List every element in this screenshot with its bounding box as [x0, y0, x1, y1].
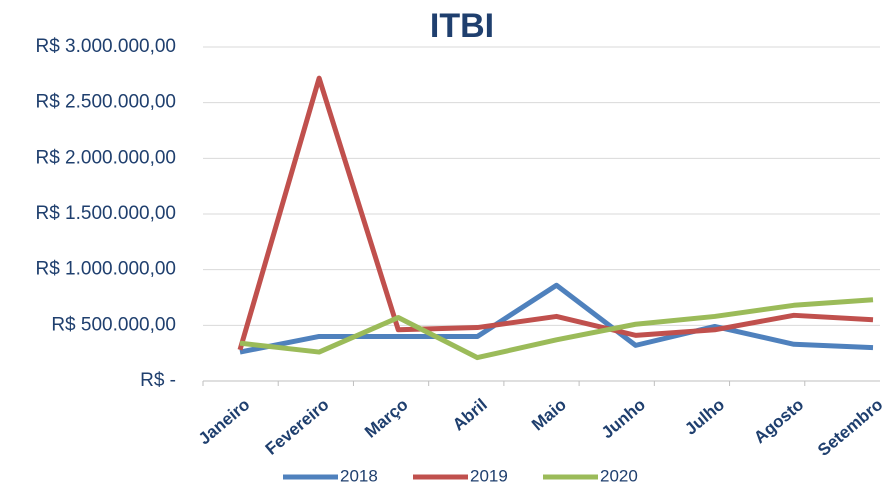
series-line: [239, 297, 874, 361]
legend-label: 2020: [600, 466, 638, 485]
y-tick-label: R$ 500.000,00: [51, 314, 176, 335]
x-tick-label: Março: [361, 395, 412, 442]
legend-label: 2018: [340, 466, 378, 485]
x-tick-label: Maio: [528, 395, 570, 434]
y-tick-label: R$ 1.500.000,00: [35, 203, 176, 224]
series-line: [237, 75, 874, 351]
y-tick-label: R$ 1.000.000,00: [35, 259, 176, 280]
x-tick-label: Fevereiro: [262, 395, 333, 459]
y-tick-label: R$ 2.500.000,00: [35, 92, 176, 113]
y-tick-label: R$ 3.000.000,00: [35, 36, 176, 57]
x-tick-label: Agosto: [750, 395, 807, 447]
x-tick-label: Julho: [681, 395, 728, 439]
series-line: [239, 282, 874, 355]
y-tick-label: R$ 2.000.000,00: [35, 147, 176, 168]
x-tick-label: Junho: [598, 395, 649, 442]
chart-title: ITBI: [430, 7, 494, 45]
x-tick-label: Setembro: [814, 395, 886, 460]
x-tick-label: Janeiro: [195, 395, 254, 448]
legend-label: 2019: [470, 466, 508, 485]
x-tick-label: Abril: [449, 395, 491, 434]
y-tick-label: R$ -: [140, 370, 176, 391]
